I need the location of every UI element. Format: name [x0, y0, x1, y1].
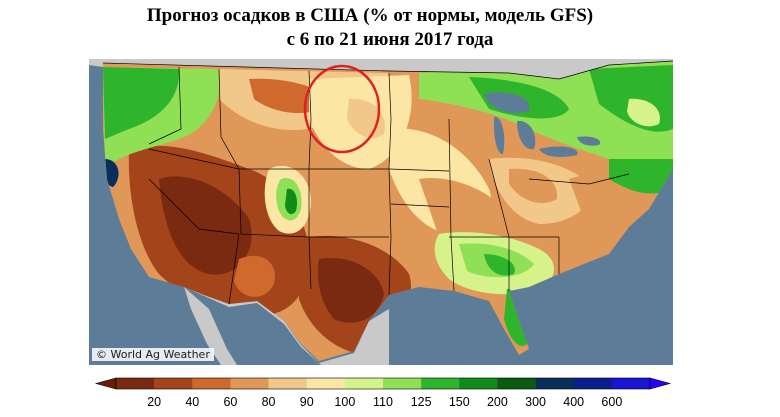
- legend-bin: [306, 378, 346, 389]
- legend-bins: [94, 377, 672, 390]
- precipitation-map: [89, 59, 673, 365]
- legend-colorbar: 20 40 60 80 90 100 110 125 150 200 300 400 600: [94, 377, 672, 409]
- legend-under-arrow: [94, 377, 117, 390]
- legend-bin: [116, 378, 155, 389]
- baja-land: [184, 287, 237, 365]
- legend-bin: [154, 378, 193, 389]
- map-subtitle: с 6 по 21 июня 2017 года: [286, 29, 494, 50]
- state-boundaries: [102, 60, 673, 305]
- legend-bin: [421, 378, 460, 389]
- legend-tick-label: 100: [334, 395, 355, 409]
- mexico-land: [184, 287, 389, 365]
- legend-tick-label: 300: [525, 395, 546, 409]
- legend-tick-label: 600: [601, 395, 622, 409]
- legend-tick-label: 90: [300, 395, 314, 409]
- legend-bin: [497, 378, 536, 389]
- legend-bin: [383, 378, 422, 389]
- legend-bin: [535, 378, 575, 389]
- credit-label: © World Ag Weather: [92, 348, 214, 361]
- legend-bin: [573, 378, 613, 389]
- legend-tick-label: 40: [185, 395, 199, 409]
- legend-tick-label: 80: [262, 395, 276, 409]
- legend-bin: [459, 378, 498, 389]
- legend-bin: [230, 378, 269, 389]
- legend-tick-label: 20: [147, 395, 161, 409]
- legend-tick-label: 150: [449, 395, 470, 409]
- legend-ticks: 20 40 60 80 90 100 110 125 150 200 300 400 600: [147, 395, 622, 409]
- highlight-circle: [303, 64, 381, 154]
- legend-bin: [192, 378, 231, 389]
- legend-tick-label: 125: [411, 395, 432, 409]
- legend-tick-label: 60: [223, 395, 237, 409]
- legend-tick-label: 400: [563, 395, 584, 409]
- legend-bin: [611, 378, 651, 389]
- legend-tick-label: 200: [487, 395, 508, 409]
- legend-bin: [268, 378, 308, 389]
- canada-land: [89, 59, 673, 79]
- legend-bin: [344, 378, 384, 389]
- map-title: Прогноз осадков в США (% от нормы, модел…: [146, 5, 594, 26]
- legend-over-arrow: [649, 377, 672, 390]
- legend-tick-label: 110: [373, 395, 393, 409]
